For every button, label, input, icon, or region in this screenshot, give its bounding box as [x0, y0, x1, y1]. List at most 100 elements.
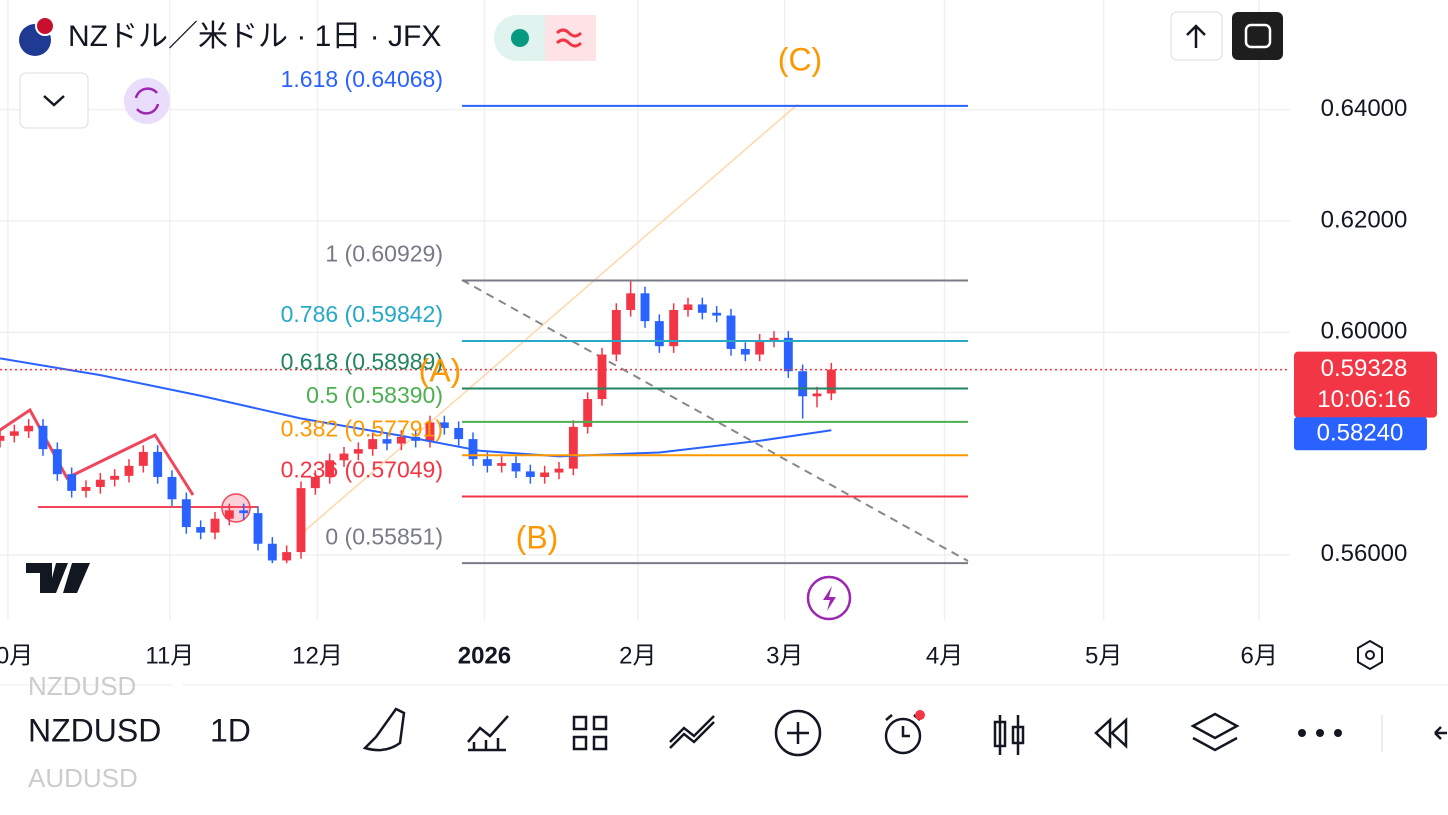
x-tick-label: 4月	[926, 642, 963, 669]
compare[interactable]	[669, 715, 715, 749]
wave-label: (C)	[778, 41, 822, 77]
alert[interactable]	[884, 717, 922, 755]
candle-body	[296, 488, 306, 553]
interval[interactable]: 1D	[210, 712, 251, 748]
button[interactable]	[124, 78, 170, 124]
trend-line	[461, 279, 969, 562]
layers[interactable]	[1190, 712, 1240, 752]
candle-body	[325, 460, 335, 477]
fib-label: 0 (0.55851)	[325, 523, 443, 549]
y-tick-label: 0.60000	[1321, 318, 1408, 345]
candle-body	[540, 472, 550, 477]
x-tick-label: 2026	[458, 642, 511, 669]
fibonacci: 1.618 (0.64068) 1 (0.60929) 0.786 (0.59842…	[281, 66, 968, 565]
x-tick-label: 12月	[292, 642, 343, 669]
replay[interactable]	[1094, 717, 1128, 749]
candle-body	[812, 393, 822, 397]
candle-body	[826, 369, 836, 394]
candle-body	[798, 371, 808, 397]
candle-body	[669, 310, 679, 347]
candle-body	[712, 312, 722, 316]
candle-body	[124, 465, 134, 476]
wave-line	[299, 103, 799, 536]
candle-body	[353, 449, 363, 454]
candle-body	[396, 436, 406, 444]
candle-body	[239, 510, 249, 514]
fib-label: 1.618 (0.64068)	[281, 66, 443, 92]
draw-tool[interactable]	[362, 707, 406, 752]
candle-body	[683, 304, 693, 310]
x-tick-label: 5月	[1085, 642, 1122, 669]
status-dot	[511, 29, 529, 47]
candle-body	[583, 399, 593, 427]
candle-body	[153, 451, 163, 477]
candle-body	[196, 527, 206, 533]
icon	[787, 722, 809, 744]
y-tick-label: 0.56000	[1321, 540, 1408, 567]
status-pill	[545, 15, 596, 61]
candle-body	[597, 354, 607, 400]
fib-label: 0.236 (0.57049)	[281, 457, 443, 483]
candle-body	[697, 304, 707, 313]
x-tick-label: 2月	[619, 642, 656, 669]
symbol-faded: NZDUSD	[28, 671, 136, 701]
x-tick-label: 11月	[145, 642, 194, 669]
fib-label: 0.786 (0.59842)	[281, 301, 443, 327]
candle-body	[210, 518, 220, 533]
settings[interactable]	[1357, 639, 1383, 671]
candle-body	[224, 510, 234, 519]
candle-body	[726, 315, 736, 349]
badge	[915, 710, 925, 720]
candle-body	[52, 449, 62, 475]
symbol[interactable]: NZDUSD	[28, 712, 161, 748]
symbol-faded: AUDUSD	[28, 763, 138, 793]
candle-body	[769, 337, 779, 341]
candle-body	[755, 340, 765, 355]
candle-body	[497, 463, 507, 466]
indicators[interactable]	[467, 715, 509, 752]
candle-body	[0, 435, 5, 441]
candle-body	[181, 499, 191, 528]
layout[interactable]	[572, 715, 608, 751]
button[interactable]	[1232, 12, 1283, 60]
y-tick-label: 0.62000	[1321, 206, 1408, 233]
candle-body	[654, 321, 664, 347]
toolbar-icons	[362, 707, 1447, 757]
candle-body	[24, 425, 34, 432]
icon	[43, 95, 65, 107]
more[interactable]	[1298, 729, 1342, 737]
chart-type[interactable]	[993, 715, 1025, 755]
candle-body	[568, 426, 578, 469]
x-tick-label: 6月	[1241, 642, 1278, 669]
wave-label: (A)	[419, 352, 462, 388]
fib-label: 0.382 (0.57791)	[281, 415, 443, 441]
status-icon	[555, 28, 583, 48]
price-label	[1294, 351, 1437, 418]
fib-label: 1 (0.60929)	[325, 241, 443, 267]
collapse[interactable]	[1434, 726, 1447, 740]
candle-body	[439, 422, 449, 428]
candle-body	[740, 348, 750, 355]
button[interactable]	[19, 72, 89, 129]
fib-label: 0.5 (0.58390)	[306, 382, 443, 408]
candle-body	[67, 474, 77, 491]
icon	[1244, 23, 1272, 49]
candle-body	[110, 475, 120, 480]
candle-body	[640, 293, 650, 322]
icon	[134, 87, 160, 115]
x-tick-label: 10月	[0, 642, 33, 669]
candle-body	[38, 425, 48, 450]
candle-body	[81, 486, 91, 491]
candle-body	[382, 439, 392, 444]
candle-body	[339, 453, 349, 461]
candle-body	[554, 468, 564, 473]
candle-body	[482, 459, 492, 466]
candle-body	[282, 552, 292, 561]
icon	[1365, 650, 1375, 660]
candle-body	[138, 451, 148, 466]
add[interactable]	[774, 709, 822, 757]
symbol-title[interactable]: NZドル／米ドル · 1日 · JFX	[68, 20, 441, 53]
candle-body	[9, 431, 19, 436]
